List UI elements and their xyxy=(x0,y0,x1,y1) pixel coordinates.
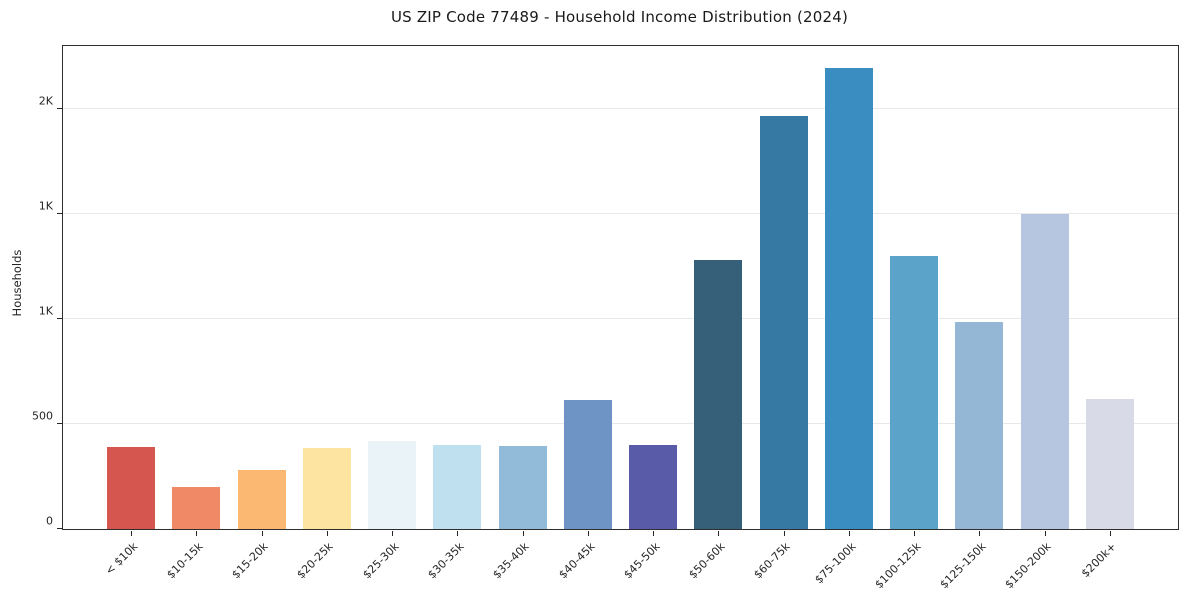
y-tick-label: 1K xyxy=(38,199,53,213)
x-axis-tick xyxy=(979,531,981,536)
x-tick-label: $125-150k xyxy=(937,540,989,590)
y-axis-tick xyxy=(57,527,62,529)
bar-slot: $100-125k xyxy=(872,46,939,590)
x-tick-label: $45-50k xyxy=(621,540,663,582)
y-axis-tick xyxy=(57,212,62,214)
x-axis-tick xyxy=(392,531,394,536)
bar-slot: $50-60k xyxy=(686,46,743,581)
x-tick-label: $50-60k xyxy=(686,540,728,582)
x-tick-label: $35-40k xyxy=(490,540,532,582)
bar-slot: $10-15k xyxy=(164,46,221,581)
bar-slot: $35-40k xyxy=(491,46,547,581)
bars-layer: < $10k $10-15k $15-20k $20-25k $25-30k $30-35… xyxy=(63,46,1178,590)
bar-slot: $150-200k xyxy=(1003,46,1069,590)
x-tick-label: $10-15k xyxy=(164,540,206,582)
bar-$15-20k xyxy=(237,470,286,529)
x-axis-tick xyxy=(653,531,655,536)
x-axis-tick xyxy=(1044,531,1046,536)
bar-slot: $25-30k xyxy=(360,46,417,581)
bar-$10-15k xyxy=(172,487,221,529)
x-tick-label: $30-35k xyxy=(425,540,467,582)
bar-slot: < $10k xyxy=(103,46,155,578)
x-axis-tick xyxy=(326,531,328,536)
bar-slot: $20-25k xyxy=(295,46,351,581)
gridline xyxy=(63,318,1178,319)
bar-$30-35k xyxy=(433,445,482,529)
x-axis-tick xyxy=(261,531,263,536)
bar-$150-200k xyxy=(1020,214,1069,529)
x-axis-tick xyxy=(587,531,589,536)
x-axis-tick xyxy=(914,531,916,536)
bar-slot: $200k+ xyxy=(1079,46,1134,580)
y-axis-tick xyxy=(57,422,62,424)
x-tick-label: $75-100k xyxy=(811,540,859,587)
bar-$20-25k xyxy=(302,448,351,529)
x-axis-tick xyxy=(718,531,720,536)
plot-area: < $10k $10-15k $15-20k $20-25k $25-30k $30-35… xyxy=(62,45,1179,590)
x-tick-label: $40-45k xyxy=(555,540,598,582)
bar-$40-45k xyxy=(563,399,612,529)
y-tick-label: 1K xyxy=(38,304,53,318)
bar-$75-100k xyxy=(824,68,873,529)
x-tick-label: $25-30k xyxy=(359,540,402,582)
y-axis-tick xyxy=(57,107,62,109)
x-axis-tick xyxy=(848,531,850,536)
bar-slot: $15-20k xyxy=(229,46,286,581)
bar-$100-125k xyxy=(890,256,939,529)
x-tick-label: $20-25k xyxy=(294,540,336,582)
bar-slot: $30-35k xyxy=(425,46,482,581)
x-tick-label: $200k+ xyxy=(1079,540,1120,581)
x-tick-label: $100-125k xyxy=(872,540,924,590)
x-axis-tick xyxy=(783,531,785,536)
x-axis-tick xyxy=(131,531,132,536)
y-tick-label: 0 xyxy=(46,514,53,528)
bar-< $10k xyxy=(107,447,155,529)
gridline xyxy=(63,423,1178,424)
bar-slot: $45-50k xyxy=(621,46,678,581)
gridline xyxy=(63,108,1178,109)
bar-$50-60k xyxy=(694,260,743,529)
x-tick-label: $15-20k xyxy=(229,540,271,582)
bar-slot: $60-75k xyxy=(752,46,808,581)
bar-slot: $75-100k xyxy=(812,46,873,586)
y-tick-label: 500 xyxy=(32,409,53,423)
y-axis: 0 500 1K 1K 2K xyxy=(0,45,62,529)
x-axis-tick xyxy=(196,531,198,536)
x-axis-tick xyxy=(457,531,459,536)
y-tick-label: 2K xyxy=(38,94,53,108)
bar-slot: $125-150k xyxy=(937,46,1004,590)
bar-$125-150k xyxy=(955,322,1004,529)
x-axis-tick xyxy=(1109,531,1111,536)
x-axis-tick xyxy=(522,531,524,536)
x-tick-label: $150-200k xyxy=(1002,540,1054,590)
x-tick-label: < $10k xyxy=(102,540,141,578)
x-tick-label: $60-75k xyxy=(751,540,793,582)
bar-$45-50k xyxy=(629,445,678,529)
chart-title: US ZIP Code 77489 - Household Income Dis… xyxy=(390,8,849,26)
gridline xyxy=(63,213,1178,214)
bar-slot: $40-45k xyxy=(556,46,612,581)
bar-$60-75k xyxy=(759,116,808,529)
bar-$35-40k xyxy=(498,446,547,529)
y-axis-tick xyxy=(57,317,62,319)
bar-$25-30k xyxy=(368,440,417,529)
bar-$200k+ xyxy=(1085,398,1134,529)
